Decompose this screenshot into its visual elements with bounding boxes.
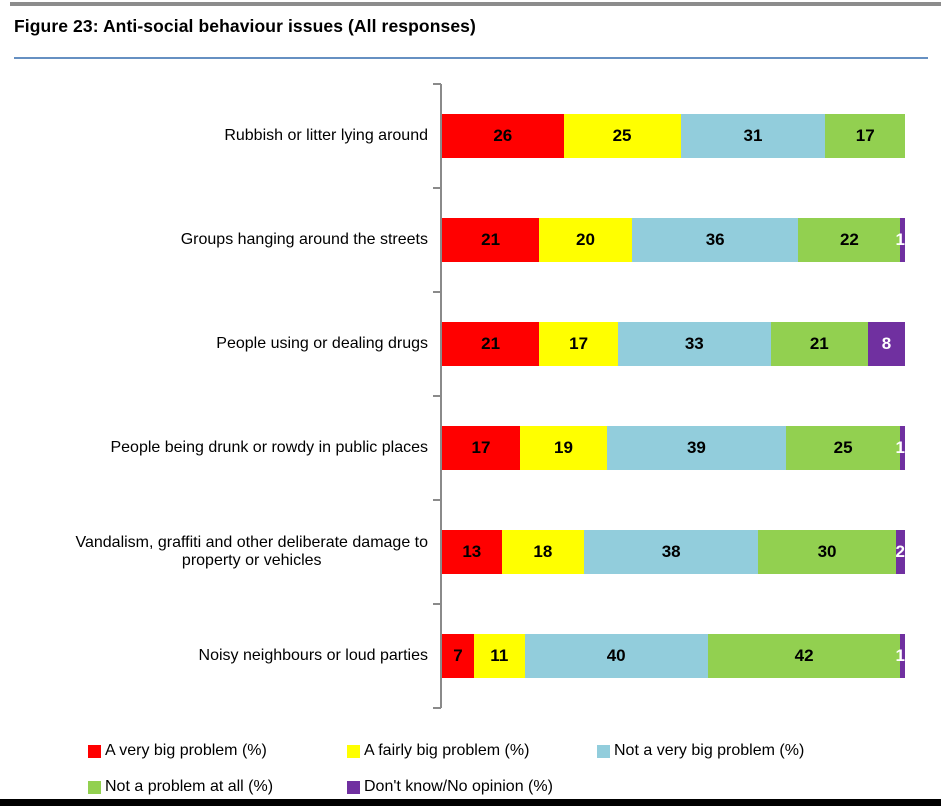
segment-value-label: 36	[705, 230, 725, 249]
legend-swatch-icon	[347, 744, 360, 758]
bar-segment: 17	[825, 114, 905, 158]
segment-value-label: 21	[809, 334, 829, 353]
bar-segment: 7	[442, 634, 475, 678]
figure-title: Figure 23: Anti-social behaviour issues …	[14, 16, 476, 36]
segment-value-label: 8	[881, 334, 892, 353]
axis-tick	[433, 395, 441, 397]
bar-segment: 21	[442, 322, 540, 366]
segment-value-label: 22	[839, 230, 859, 249]
category-label: People being drunk or rowdy in public pl…	[110, 439, 428, 456]
segment-value-label: 33	[684, 334, 704, 353]
bar-segment: 25	[563, 114, 681, 158]
window-top-border	[10, 2, 941, 6]
category-label: Groups hanging around the streets	[180, 231, 428, 248]
bar-segment: 2	[895, 530, 905, 574]
stacked-bar: 21 20 36 22 1	[442, 218, 905, 262]
segment-value-label: 21	[481, 334, 501, 353]
axis-tick	[433, 499, 441, 501]
legend-item: A fairly big problem (%)	[347, 741, 529, 761]
bar-segment: 1	[896, 634, 905, 678]
category-label: Vandalism, graffiti and other deliberate…	[75, 534, 428, 569]
bar-segment: 26	[442, 114, 564, 158]
category-label: Rubbish or litter lying around	[224, 127, 428, 144]
segment-value-label: 13	[462, 542, 482, 561]
axis-tick	[433, 291, 441, 293]
bar-segment: 20	[539, 218, 632, 262]
bar-segment: 39	[607, 426, 786, 470]
stacked-bar: 7 11 40 42 1	[442, 634, 905, 678]
bar-segment: 13	[442, 530, 502, 574]
bar-segment: 18	[501, 530, 585, 574]
segment-value-label: 11	[490, 646, 509, 665]
bar-segment: 8	[867, 322, 905, 366]
legend-item: Don't know/No opinion (%)	[347, 777, 553, 797]
bar-segment: 11	[474, 634, 525, 678]
legend-swatch-icon	[597, 744, 610, 758]
legend-item: A very big problem (%)	[88, 741, 267, 761]
bar-segment: 33	[617, 322, 771, 366]
bar-segment: 22	[798, 218, 901, 262]
segment-value-label: 20	[576, 230, 595, 249]
bar-segment: 31	[680, 114, 826, 158]
bar-segment: 17	[539, 322, 618, 366]
segment-value-label: 7	[453, 646, 463, 665]
category-label: People using or dealing drugs	[216, 335, 428, 352]
stacked-bar: 17 19 39 25 1	[442, 426, 905, 470]
legend-label: A fairly big problem (%)	[364, 742, 530, 759]
legend-item: Not a problem at all (%)	[88, 777, 273, 797]
segment-value-label: 1	[895, 646, 905, 665]
segment-value-label: 17	[569, 334, 589, 353]
axis-tick	[433, 187, 441, 189]
window-bottom-border	[0, 799, 941, 806]
legend-label: A very big problem (%)	[105, 742, 267, 759]
segment-value-label: 25	[833, 438, 853, 457]
segment-value-label: 31	[743, 126, 763, 145]
bar-segment: 42	[707, 634, 901, 678]
bar-segment: 30	[758, 530, 896, 574]
segment-value-label: 40	[606, 646, 626, 665]
bar-segment: 1	[896, 218, 905, 262]
legend-label: Don't know/No opinion (%)	[364, 778, 553, 795]
legend-swatch-icon	[88, 780, 101, 794]
segment-value-label: 38	[661, 542, 681, 561]
bar-segment: 25	[785, 426, 901, 470]
segment-value-label: 26	[493, 126, 513, 145]
stacked-bar: 26 25 31 17	[442, 114, 905, 158]
bar-segment: 36	[631, 218, 799, 262]
legend-label: Not a very big problem (%)	[614, 742, 805, 759]
segment-value-label: 1	[895, 438, 905, 457]
segment-value-label: 25	[612, 126, 632, 145]
bar-segment: 21	[442, 218, 540, 262]
segment-value-label: 1	[895, 230, 905, 249]
bar-segment: 17	[442, 426, 520, 470]
bar-segment: 1	[896, 426, 905, 470]
segment-value-label: 39	[686, 438, 706, 457]
legend-swatch-icon	[347, 780, 360, 794]
category-axis-line	[440, 84, 442, 708]
segment-value-label: 17	[855, 126, 875, 145]
bar-segment: 21	[770, 322, 868, 366]
bar-segment: 40	[524, 634, 708, 678]
legend-label: Not a problem at all (%)	[105, 778, 274, 795]
segment-value-label: 2	[895, 542, 905, 561]
axis-tick	[433, 603, 441, 605]
segment-value-label: 18	[533, 542, 553, 561]
segment-value-label: 42	[794, 646, 814, 665]
axis-tick	[433, 707, 441, 709]
stacked-bar: 13 18 38 30 2	[442, 530, 905, 574]
axis-tick	[433, 83, 441, 85]
segment-value-label: 30	[817, 542, 837, 561]
segment-value-label: 17	[471, 438, 491, 457]
segment-value-label: 21	[481, 230, 501, 249]
stacked-bar: 21 17 33 21 8	[442, 322, 905, 366]
bar-segment: 19	[519, 426, 608, 470]
category-label: Noisy neighbours or loud parties	[198, 647, 428, 664]
segment-value-label: 19	[554, 438, 573, 457]
bar-segment: 38	[584, 530, 759, 574]
legend-swatch-icon	[88, 744, 101, 758]
title-underline	[14, 57, 928, 59]
legend-item: Not a very big problem (%)	[597, 741, 804, 761]
